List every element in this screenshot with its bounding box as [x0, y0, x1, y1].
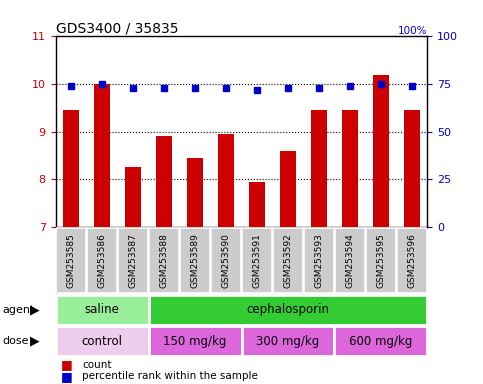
FancyBboxPatch shape [334, 326, 427, 356]
FancyBboxPatch shape [149, 228, 179, 293]
Text: GSM253593: GSM253593 [314, 233, 324, 288]
Text: GSM253596: GSM253596 [408, 233, 416, 288]
FancyBboxPatch shape [180, 228, 210, 293]
Text: count: count [82, 360, 112, 370]
Text: ■: ■ [60, 370, 72, 383]
Text: GDS3400 / 35835: GDS3400 / 35835 [56, 22, 178, 35]
Bar [63, 110, 79, 227]
FancyBboxPatch shape [87, 228, 117, 293]
Bar [125, 167, 141, 227]
Text: GSM253594: GSM253594 [345, 233, 355, 288]
FancyBboxPatch shape [366, 228, 396, 293]
Bar [249, 182, 265, 227]
Text: 600 mg/kg: 600 mg/kg [349, 335, 412, 348]
Bar [156, 136, 172, 227]
Bar [342, 110, 358, 227]
Text: 100%: 100% [398, 26, 427, 36]
FancyBboxPatch shape [149, 295, 427, 325]
Text: GSM253592: GSM253592 [284, 233, 293, 288]
Text: saline: saline [85, 303, 119, 316]
Text: 300 mg/kg: 300 mg/kg [256, 335, 320, 348]
FancyBboxPatch shape [56, 295, 149, 325]
Text: GSM253585: GSM253585 [67, 233, 75, 288]
FancyBboxPatch shape [242, 326, 334, 356]
Bar [404, 110, 420, 227]
Bar [187, 158, 203, 227]
Text: ▶: ▶ [30, 303, 40, 316]
FancyBboxPatch shape [56, 326, 149, 356]
Bar [94, 84, 110, 227]
FancyBboxPatch shape [304, 228, 334, 293]
FancyBboxPatch shape [397, 228, 427, 293]
Text: GSM253589: GSM253589 [190, 233, 199, 288]
Bar [373, 74, 389, 227]
Text: cephalosporin: cephalosporin [246, 303, 329, 316]
FancyBboxPatch shape [56, 228, 86, 293]
Text: GSM253586: GSM253586 [98, 233, 107, 288]
FancyBboxPatch shape [211, 228, 241, 293]
Text: GSM253590: GSM253590 [222, 233, 230, 288]
Text: ■: ■ [60, 358, 72, 371]
Text: ▶: ▶ [30, 335, 40, 348]
Text: GSM253588: GSM253588 [159, 233, 169, 288]
Bar [311, 110, 327, 227]
Text: agent: agent [2, 305, 35, 315]
FancyBboxPatch shape [273, 228, 303, 293]
FancyBboxPatch shape [118, 228, 148, 293]
Bar [280, 151, 296, 227]
Text: percentile rank within the sample: percentile rank within the sample [82, 371, 258, 381]
Text: 150 mg/kg: 150 mg/kg [163, 335, 227, 348]
Bar [218, 134, 234, 227]
FancyBboxPatch shape [242, 228, 272, 293]
FancyBboxPatch shape [335, 228, 365, 293]
Text: GSM253591: GSM253591 [253, 233, 261, 288]
Text: GSM253595: GSM253595 [376, 233, 385, 288]
FancyBboxPatch shape [149, 326, 242, 356]
Text: GSM253587: GSM253587 [128, 233, 138, 288]
Text: dose: dose [2, 336, 29, 346]
Text: control: control [82, 335, 123, 348]
